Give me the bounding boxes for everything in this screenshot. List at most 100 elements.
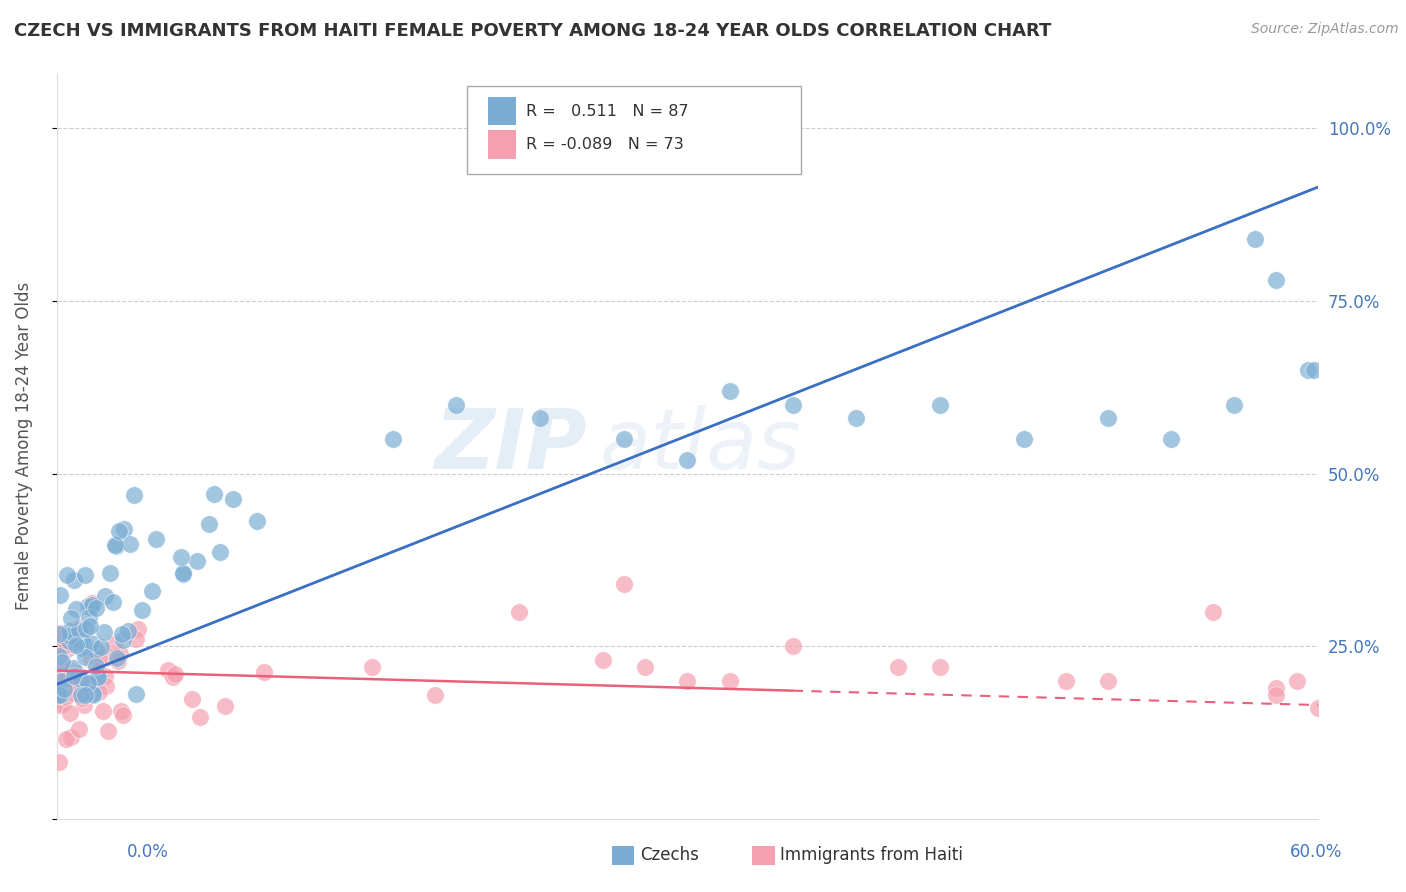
Point <box>70 691 93 706</box>
Point <box>87 670 110 684</box>
Point <box>112 522 135 536</box>
Point <box>214 699 236 714</box>
Point <box>105 651 128 665</box>
Point <box>1265 273 1288 287</box>
Point <box>67 621 90 635</box>
Point <box>107 654 129 668</box>
Point <box>70 634 93 648</box>
Point <box>508 605 530 619</box>
Point <box>80 636 103 650</box>
Point <box>122 487 145 501</box>
Text: R =   0.511   N = 87: R = 0.511 N = 87 <box>526 103 689 119</box>
Point <box>98 566 121 580</box>
Point <box>53 690 76 705</box>
Point <box>1303 363 1326 377</box>
Point <box>77 599 100 613</box>
Point <box>163 666 186 681</box>
Point <box>73 568 96 582</box>
Point <box>79 618 101 632</box>
Point <box>87 664 110 678</box>
Point <box>124 632 146 646</box>
Point <box>75 650 97 665</box>
Point <box>63 666 86 681</box>
Point <box>676 673 699 688</box>
Point <box>60 730 83 744</box>
Point <box>145 532 167 546</box>
Point <box>73 688 96 702</box>
Text: Source: ZipAtlas.com: Source: ZipAtlas.com <box>1251 22 1399 37</box>
Point <box>58 672 80 686</box>
Point <box>1012 432 1035 446</box>
Point <box>172 566 194 580</box>
Point <box>592 653 614 667</box>
Point <box>117 624 139 638</box>
Point <box>131 603 153 617</box>
Point <box>77 675 100 690</box>
Point <box>782 640 804 654</box>
Point <box>89 650 111 665</box>
Point <box>108 524 131 538</box>
Point <box>49 674 72 689</box>
Point <box>928 398 950 412</box>
Point <box>55 673 77 687</box>
Point <box>246 514 269 528</box>
Point <box>49 688 72 702</box>
Text: Czechs: Czechs <box>640 847 699 864</box>
Point <box>1265 688 1288 702</box>
Point <box>86 670 108 684</box>
Point <box>65 601 87 615</box>
Point <box>84 642 107 657</box>
Point <box>209 544 232 558</box>
Point <box>48 634 70 648</box>
Point <box>104 538 127 552</box>
Point <box>60 681 83 695</box>
Point <box>180 691 202 706</box>
Point <box>1097 411 1119 425</box>
Point <box>69 673 91 687</box>
Point <box>1286 673 1309 688</box>
Point <box>94 668 117 682</box>
Text: CZECH VS IMMIGRANTS FROM HAITI FEMALE POVERTY AMONG 18-24 YEAR OLDS CORRELATION : CZECH VS IMMIGRANTS FROM HAITI FEMALE PO… <box>14 22 1052 40</box>
Point <box>48 755 70 769</box>
Point <box>62 661 84 675</box>
Point <box>97 650 120 665</box>
Text: 60.0%: 60.0% <box>1291 843 1343 861</box>
Point <box>110 704 132 718</box>
Point <box>87 645 110 659</box>
Point <box>79 600 101 615</box>
Point <box>529 411 551 425</box>
Point <box>94 679 117 693</box>
Point <box>69 623 91 637</box>
Point <box>162 670 184 684</box>
Point <box>108 647 131 661</box>
Text: R = -0.089   N = 73: R = -0.089 N = 73 <box>526 137 683 153</box>
Point <box>1308 701 1330 715</box>
Point <box>112 632 135 647</box>
Point <box>718 384 741 398</box>
Point <box>170 550 193 565</box>
Point <box>172 566 194 581</box>
Point <box>157 663 180 677</box>
Point <box>423 688 446 702</box>
Point <box>613 432 636 446</box>
Point <box>676 452 699 467</box>
Point <box>82 687 104 701</box>
Point <box>75 622 97 636</box>
Point <box>77 610 100 624</box>
Point <box>198 517 221 532</box>
Point <box>1244 232 1267 246</box>
Point <box>110 627 132 641</box>
Point <box>93 705 115 719</box>
Point <box>141 584 163 599</box>
Point <box>1265 681 1288 695</box>
Point <box>51 655 73 669</box>
Point <box>718 673 741 688</box>
Point <box>56 638 79 652</box>
Point <box>80 598 103 612</box>
Point <box>58 633 80 648</box>
Point <box>62 669 84 683</box>
Point <box>111 708 134 723</box>
Point <box>444 398 467 412</box>
Point <box>60 686 83 700</box>
Point <box>59 610 82 624</box>
